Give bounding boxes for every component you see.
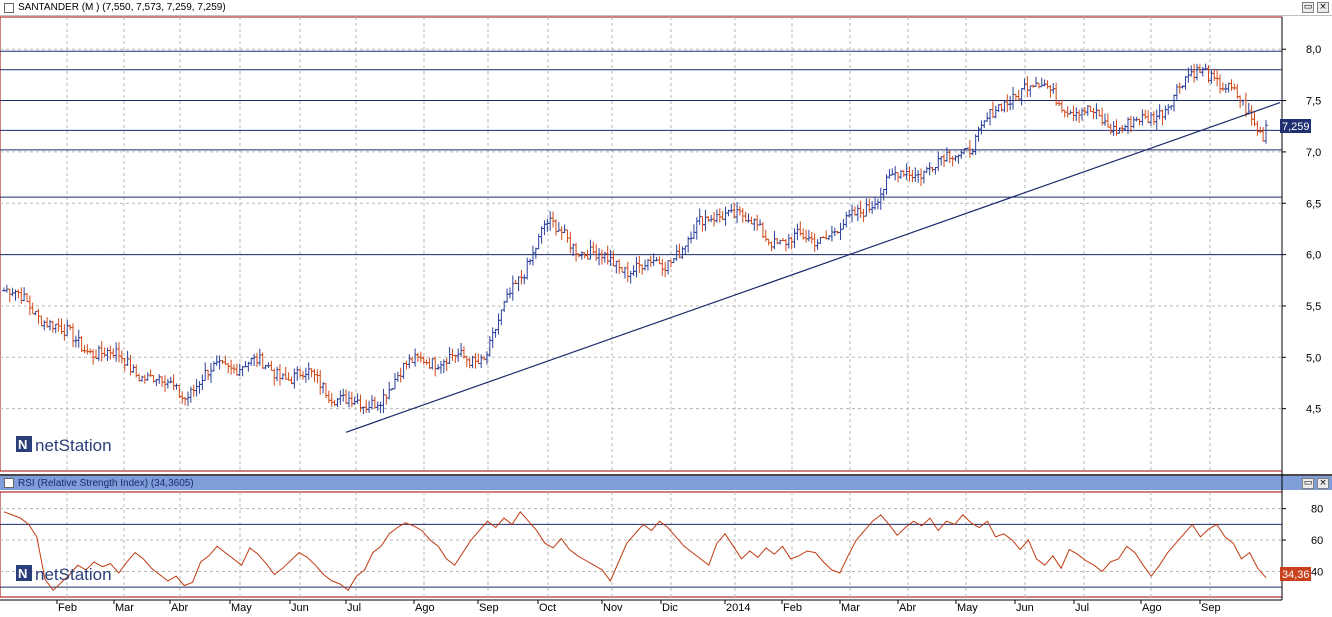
ohlc-bar bbox=[1264, 120, 1268, 144]
time-tick-label: Abr bbox=[171, 602, 188, 614]
time-tick-label: Mar bbox=[115, 602, 134, 614]
indicator-window-icon bbox=[4, 478, 14, 488]
main-pane-title: SANTANDER (M ) (7,550, 7,573, 7,259, 7,2… bbox=[18, 2, 226, 13]
rsi-tick-label: 40 bbox=[1311, 566, 1323, 578]
price-tick-label: 6,5 bbox=[1306, 198, 1321, 210]
main-pane-titlebar: SANTANDER (M ) (7,550, 7,573, 7,259, 7,2… bbox=[0, 0, 1332, 16]
logo-mark-letter: N bbox=[18, 437, 27, 452]
rsi-pane-minimize-button[interactable]: ▭ bbox=[1302, 477, 1314, 489]
time-tick-label: 2014 bbox=[726, 602, 750, 614]
main-last-value-label: 7,259 bbox=[1282, 121, 1310, 133]
time-tick-label: Feb bbox=[58, 602, 77, 614]
price-tick-label: 6,0 bbox=[1306, 250, 1321, 262]
time-tick-label: Abr bbox=[899, 602, 916, 614]
rsi-last-value-bg bbox=[1280, 567, 1311, 581]
rsi-pane-titlebar: RSI (Relative Strength Index) (34,3605) … bbox=[0, 474, 1332, 490]
time-tick-label: Ago bbox=[1142, 602, 1162, 614]
rsi-pane-title: RSI (Relative Strength Index) (34,3605) bbox=[18, 477, 194, 489]
horizontal-levels bbox=[0, 50, 1282, 588]
logo-wordmark: netStation bbox=[35, 565, 112, 584]
time-tick-label: Ago bbox=[415, 602, 435, 614]
main-pane-minimize-button[interactable]: ▭ bbox=[1302, 2, 1314, 13]
time-tick-label: Jun bbox=[1016, 602, 1034, 614]
rsi-tick-label: 80 bbox=[1311, 504, 1323, 516]
main-last-value-bg bbox=[1280, 119, 1311, 133]
rsi-line bbox=[3, 510, 1267, 592]
trendline-group bbox=[345, 102, 1281, 433]
price-tick-label: 5,5 bbox=[1306, 301, 1321, 313]
price-tick-label: 7,0 bbox=[1306, 147, 1321, 159]
rsi-pane-close-button[interactable]: × bbox=[1317, 477, 1329, 489]
chart-window-icon bbox=[4, 2, 14, 13]
rsi-last-value-label: 34,36 bbox=[1282, 569, 1310, 581]
uptrend-line bbox=[345, 102, 1281, 433]
rsi-plot-frame bbox=[0, 491, 1283, 598]
main-last-value-marker: 7,259 bbox=[1280, 119, 1311, 133]
time-tick-label: Oct bbox=[539, 602, 556, 614]
time-tick-label: Mar bbox=[841, 602, 860, 614]
netstation-logo-main: N netStation bbox=[16, 436, 112, 455]
price-tick-label: 7,5 bbox=[1306, 96, 1321, 108]
time-tick-label: Sep bbox=[1201, 602, 1221, 614]
logo-mark-letter: N bbox=[18, 566, 27, 581]
time-tick-label: Jul bbox=[347, 602, 361, 614]
ohlc-bars bbox=[2, 63, 1268, 415]
price-tick-label: 5,0 bbox=[1306, 352, 1321, 364]
time-tick-label: Jun bbox=[291, 602, 309, 614]
netstation-logo-mark bbox=[16, 436, 32, 452]
netstation-logo-rsi: N netStation bbox=[16, 565, 112, 584]
logo-wordmark: netStation bbox=[35, 436, 112, 455]
rsi-series bbox=[3, 510, 1267, 592]
main-pane-close-button[interactable]: × bbox=[1317, 2, 1329, 13]
netstation-logo-mark bbox=[16, 565, 32, 581]
main-plot-frame bbox=[0, 16, 1283, 472]
price-tick-label: 4,5 bbox=[1306, 404, 1321, 416]
price-tick-label: 8,0 bbox=[1306, 44, 1321, 56]
rsi-tick-label: 60 bbox=[1311, 535, 1323, 547]
time-axis-labels: Feb Mar Abr May Jun Jul Ago Sep Oct Nov Dic 2014 Feb… bbox=[56, 600, 1221, 614]
price-axis-labels: 4,5 5,0 5,5 6,0 6,5 7,0 7,5 8,0 bbox=[1282, 44, 1321, 416]
time-tick-label: May bbox=[957, 602, 978, 614]
time-tick-label: Jul bbox=[1075, 602, 1089, 614]
time-tick-label: Sep bbox=[479, 602, 499, 614]
time-tick-label: Dic bbox=[662, 602, 678, 614]
time-tick-label: Nov bbox=[603, 602, 623, 614]
rsi-last-value-marker: 34,36 bbox=[1280, 567, 1311, 581]
time-tick-label: Feb bbox=[783, 602, 802, 614]
time-tick-label: May bbox=[231, 602, 252, 614]
